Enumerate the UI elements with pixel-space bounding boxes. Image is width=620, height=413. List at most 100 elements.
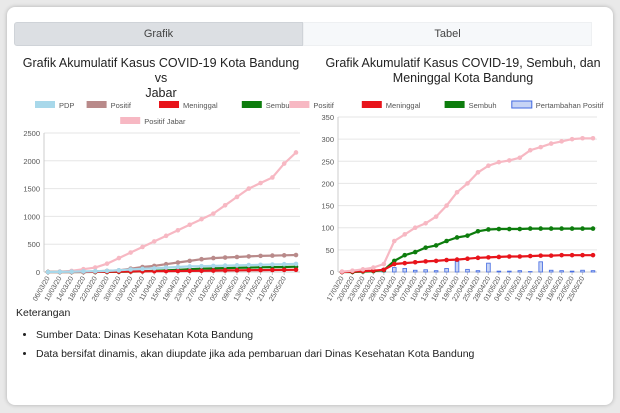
point-0-4-20 [281, 161, 287, 166]
point-1-2-17 [517, 226, 523, 232]
point-0-1-19 [270, 253, 275, 258]
bar-1-3-21 [559, 270, 564, 273]
bar-1-3-22 [569, 270, 575, 273]
legend-swatch-0-0 [35, 101, 55, 108]
legend-swatch-0-3 [241, 101, 262, 108]
legend-label-1-2: Sembuh [469, 101, 497, 110]
point-1-2-7 [412, 249, 418, 255]
y-tick-label-1-5: 250 [321, 157, 334, 166]
point-1-0-13 [475, 170, 481, 175]
point-0-2-12 [187, 268, 193, 274]
point-1-1-19 [538, 253, 544, 258]
point-0-2-15 [222, 268, 228, 273]
point-1-2-6 [402, 252, 408, 258]
point-1-2-24 [590, 226, 596, 231]
point-0-0-12 [187, 264, 193, 269]
tab-bar: Grafik Tabel [14, 22, 592, 46]
point-1-2-16 [507, 226, 512, 232]
point-0-1-16 [234, 254, 240, 260]
point-0-0-19 [270, 262, 275, 267]
legend-label-1-3: Pertambahan Positif [536, 101, 604, 110]
point-1-2-18 [527, 226, 533, 231]
y-tick-label-1-2: 100 [321, 224, 334, 233]
bar-1-3-19 [538, 261, 543, 273]
point-1-0-24 [590, 135, 596, 141]
point-0-2-20 [281, 267, 287, 273]
point-1-0-6 [402, 232, 408, 237]
point-1-0-7 [412, 225, 418, 231]
legend-label-1-1: Meninggal [386, 101, 421, 110]
point-1-0-11 [454, 189, 460, 195]
y-tick-label-0-3: 1500 [23, 185, 40, 194]
legend-label-1-0: Positif [313, 101, 334, 110]
y-tick-label-1-6: 300 [321, 135, 334, 144]
y-tick-label-0-1: 500 [27, 240, 40, 249]
point-1-2-15 [496, 226, 502, 232]
point-1-0-14 [486, 163, 491, 169]
point-0-2-21 [293, 267, 299, 273]
legend-label-0-4: Positif Jabar [144, 117, 186, 126]
point-0-0-4 [92, 268, 98, 274]
y-tick-label-1-7: 350 [321, 113, 334, 122]
chart2-title-line1: Grafik Akumulatif Kasus COVID-19, Sembuh… [325, 56, 601, 70]
y-tick-label-0-2: 1000 [23, 212, 40, 221]
bar-1-3-17 [517, 270, 523, 273]
point-0-2-19 [270, 267, 275, 273]
point-0-1-20 [281, 253, 287, 258]
bar-1-3-15 [496, 270, 502, 273]
legend-swatch-0-2 [159, 101, 179, 108]
point-0-0-3 [81, 269, 86, 274]
point-0-0-8 [140, 266, 145, 272]
point-0-4-17 [246, 186, 252, 191]
point-0-0-18 [258, 262, 263, 268]
point-0-0-20 [281, 261, 287, 267]
chart1-title: Grafik Akumulatif Kasus COVID-19 Kota Ba… [16, 56, 306, 101]
legend-label-0-0: PDP [59, 101, 74, 110]
point-1-2-22 [569, 226, 575, 231]
point-1-0-4 [381, 261, 387, 267]
point-1-1-5 [391, 261, 397, 267]
point-0-4-21 [293, 150, 299, 155]
point-1-0-20 [548, 141, 554, 146]
point-0-2-17 [246, 267, 252, 273]
point-1-1-21 [559, 252, 564, 258]
point-1-0-1 [350, 268, 355, 273]
point-0-4-9 [151, 239, 157, 244]
chart2-title: Grafik Akumulatif Kasus COVID-19, Sembuh… [318, 56, 608, 86]
point-1-0-16 [507, 158, 512, 163]
point-0-2-18 [258, 267, 263, 273]
legend-label-0-3: Sembuh [266, 101, 294, 110]
point-0-4-16 [234, 194, 240, 200]
bar-1-3-7 [412, 269, 418, 273]
chart2-title-line2: Meninggal Kota Bandung [392, 71, 534, 85]
bar-1-3-14 [486, 262, 491, 273]
y-tick-label-1-1: 50 [326, 246, 334, 255]
point-1-1-15 [496, 254, 502, 260]
legend-swatch-1-2 [444, 101, 465, 108]
point-0-2-16 [234, 268, 240, 273]
legend-swatch-1-1 [361, 101, 382, 108]
tab-grafik[interactable]: Grafik [14, 22, 303, 46]
point-1-2-12 [465, 233, 470, 238]
point-0-1-10 [163, 261, 169, 267]
point-0-0-7 [128, 267, 133, 272]
point-1-0-0 [339, 269, 345, 274]
point-0-4-8 [140, 244, 145, 250]
point-0-4-19 [270, 175, 275, 180]
point-1-1-7 [412, 259, 418, 265]
point-0-4-6 [116, 255, 122, 261]
point-1-0-3 [371, 265, 376, 270]
legend-swatch-1-0 [289, 101, 310, 108]
point-1-2-9 [433, 243, 439, 248]
bar-1-3-20 [548, 269, 554, 273]
tab-tabel[interactable]: Tabel [303, 22, 592, 46]
point-0-4-14 [211, 211, 216, 216]
series-line-1-0 [341, 137, 593, 273]
point-1-2-10 [444, 238, 449, 244]
point-1-2-13 [475, 228, 481, 234]
point-1-0-23 [580, 135, 585, 141]
point-0-0-15 [222, 263, 228, 268]
point-0-0-5 [104, 268, 110, 274]
point-0-0-16 [234, 263, 240, 268]
